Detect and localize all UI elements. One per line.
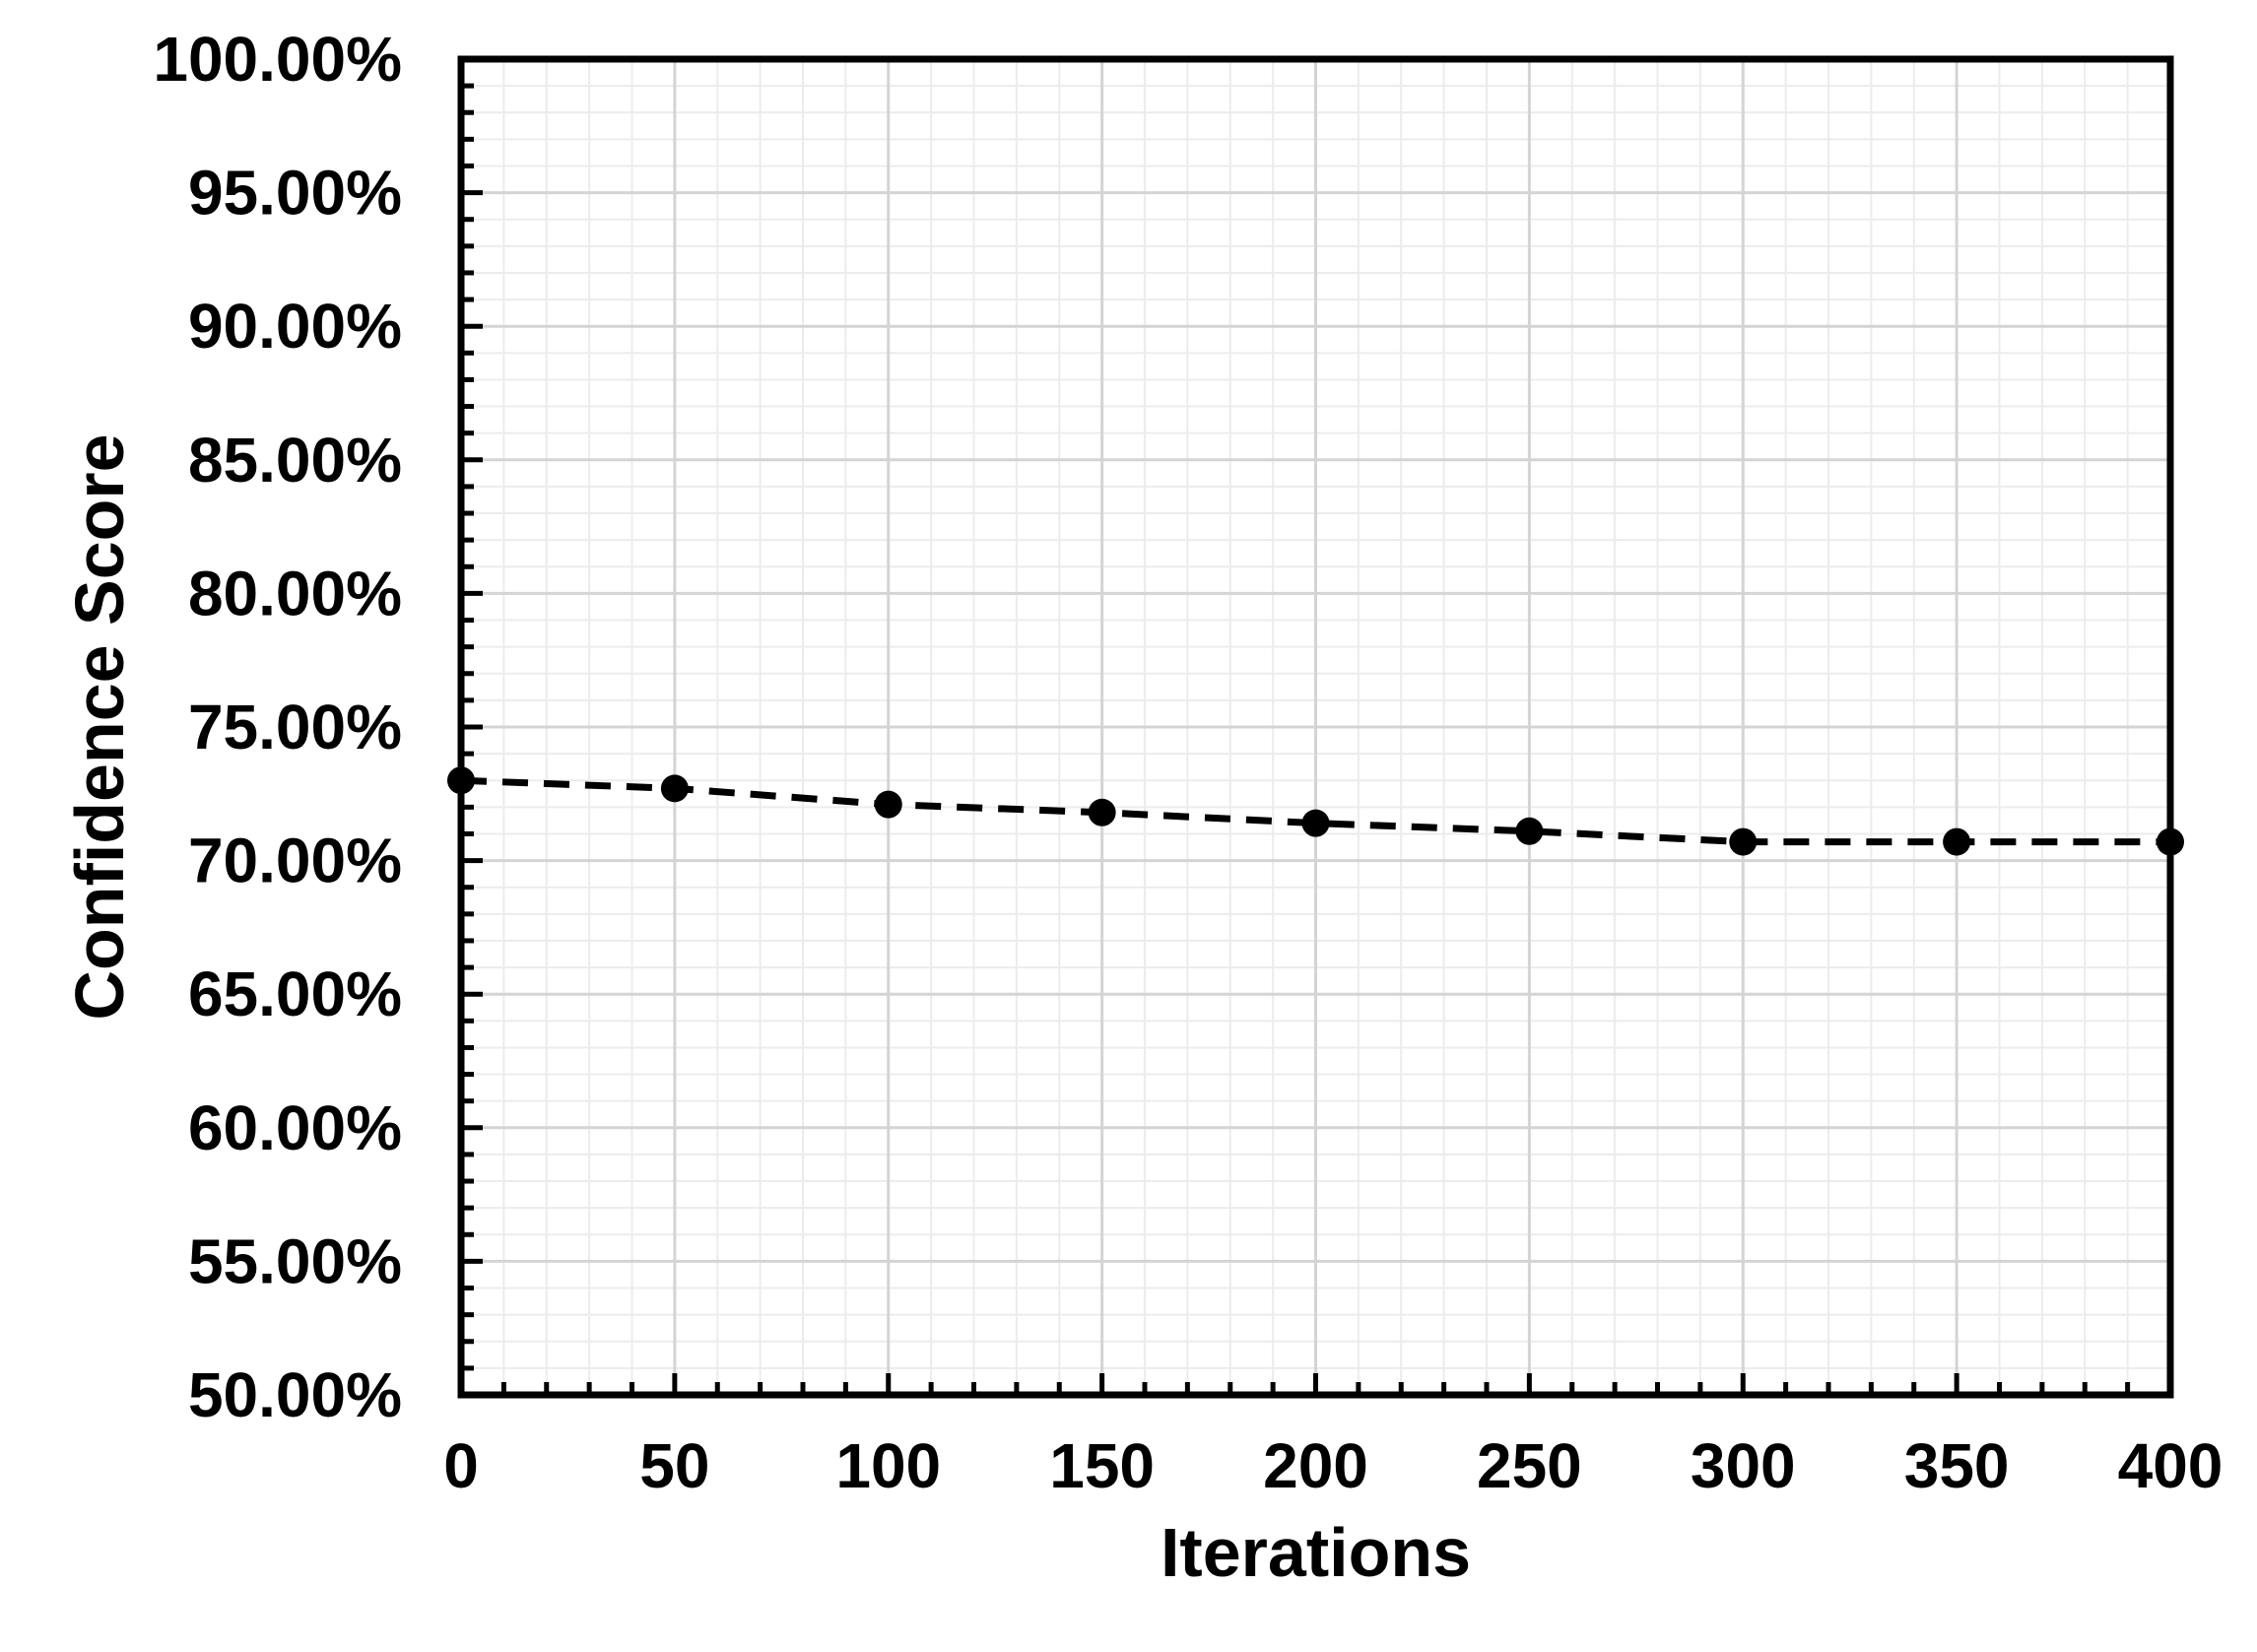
grid-lines bbox=[459, 57, 2172, 1397]
y-tick-label: 70.00% bbox=[188, 826, 402, 896]
y-tick-label: 85.00% bbox=[188, 425, 402, 496]
y-tick-label: 95.00% bbox=[188, 158, 402, 229]
x-tick-label: 200 bbox=[1263, 1430, 1368, 1501]
y-tick-label: 100.00% bbox=[153, 24, 402, 95]
y-tick-label: 55.00% bbox=[188, 1225, 402, 1296]
x-tick-labels: 0 50 100 150 200 250 300 350 400 bbox=[443, 1430, 2223, 1501]
data-point bbox=[1515, 817, 1544, 845]
y-tick-label: 60.00% bbox=[188, 1092, 402, 1163]
data-point bbox=[1088, 798, 1116, 826]
y-tick-label: 50.00% bbox=[188, 1359, 402, 1430]
plot-frame bbox=[457, 55, 2174, 1399]
x-tick-label: 400 bbox=[2118, 1430, 2224, 1501]
data-point bbox=[1729, 827, 1758, 856]
y-tick-label: 90.00% bbox=[188, 291, 402, 362]
y-axis-title: Confidence Score bbox=[61, 433, 138, 1020]
x-tick-label: 100 bbox=[835, 1430, 941, 1501]
x-tick-label: 150 bbox=[1049, 1430, 1155, 1501]
y-tick-label: 75.00% bbox=[188, 692, 402, 762]
x-tick-label: 0 bbox=[443, 1430, 479, 1501]
x-tick-label: 50 bbox=[639, 1430, 709, 1501]
x-tick-label: 250 bbox=[1477, 1430, 1582, 1501]
x-tick-label: 300 bbox=[1691, 1430, 1796, 1501]
series-line bbox=[460, 776, 2170, 846]
y-tick-label: 80.00% bbox=[188, 558, 402, 628]
y-tick-labels: 50.00% 55.00% 60.00% 65.00% 70.00% 75.00% 80.0… bbox=[153, 24, 402, 1430]
data-point bbox=[1943, 827, 1971, 856]
y-tick-label: 65.00% bbox=[188, 958, 402, 1029]
data-point bbox=[1301, 809, 1330, 837]
x-axis-title: Iterations bbox=[1161, 1514, 1471, 1591]
data-point bbox=[874, 790, 902, 819]
x-tick-label: 350 bbox=[1904, 1430, 2010, 1501]
data-point bbox=[660, 774, 689, 803]
